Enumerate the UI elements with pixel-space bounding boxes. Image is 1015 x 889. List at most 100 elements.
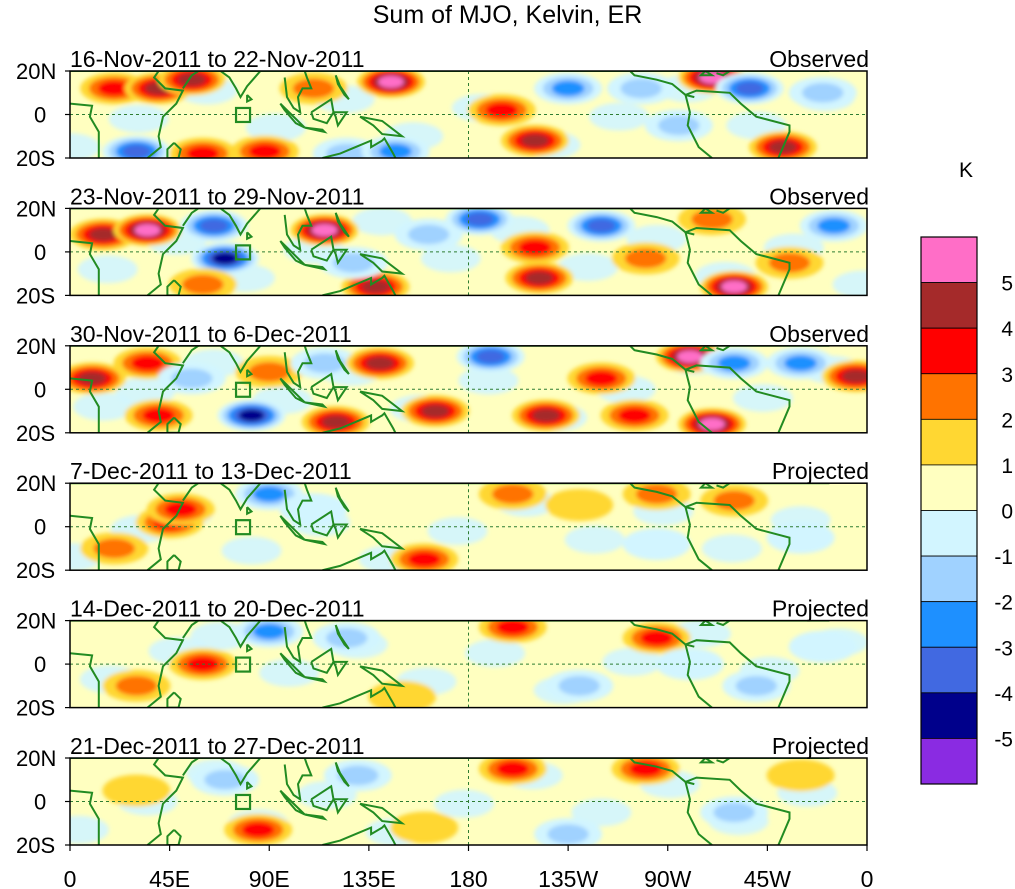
colorbar-label: -3 xyxy=(994,637,1013,660)
anomaly-contour xyxy=(311,224,338,237)
panel-status: Observed xyxy=(769,183,869,209)
panel-date-range: 7-Dec-2011 to 13-Dec-2011 xyxy=(70,458,352,484)
panel-date-range: 14-Dec-2011 to 20-Dec-2011 xyxy=(70,596,365,622)
panel-6: 20N 0 20S 21-Dec-2011 to 27-Dec-2011 Project… xyxy=(16,733,869,858)
colorbar-label: 1 xyxy=(1001,455,1013,478)
anomaly-contour xyxy=(635,484,678,504)
colorbar-units: K xyxy=(959,159,973,182)
x-tick-label: 90W xyxy=(644,866,692,889)
anomaly-contour xyxy=(721,280,747,293)
x-tick-label: 90E xyxy=(249,866,290,889)
anomaly-contour xyxy=(134,224,161,237)
anomaly-contour xyxy=(131,355,164,371)
anomaly-contour xyxy=(212,252,238,265)
anomaly-field xyxy=(70,620,867,708)
panel-status: Projected xyxy=(772,458,869,484)
anomaly-contour xyxy=(78,371,107,386)
anomaly-contour xyxy=(407,551,441,568)
anomaly-contour xyxy=(171,368,213,389)
anomaly-contour xyxy=(326,628,368,648)
anomaly-contour xyxy=(531,408,561,422)
x-tick-label: 0 xyxy=(861,866,874,889)
anomaly-contour xyxy=(177,73,206,87)
colorbar: 5 4 3 2 1 0 -1 -2 -3 -4 -5 K xyxy=(920,159,1013,785)
anomaly-contour xyxy=(620,78,662,99)
colorbar-swatch xyxy=(920,236,978,283)
anomaly-contour xyxy=(407,224,450,245)
panel-date-range: 23-Nov-2011 to 29-Nov-2011 xyxy=(70,183,365,209)
colorbar-label: 4 xyxy=(1001,318,1013,341)
colorbar-label: -2 xyxy=(994,592,1013,615)
anomaly-contour xyxy=(520,134,550,148)
y-tick-label: 20S xyxy=(16,146,55,171)
anomaly-contour xyxy=(361,280,390,294)
colorbar-label: -1 xyxy=(994,546,1013,569)
y-tick-label: 0 xyxy=(34,652,46,677)
y-tick-label: 20S xyxy=(16,558,55,583)
x-tick-label: 45W xyxy=(744,866,792,889)
anomaly-contour xyxy=(182,274,224,295)
colorbar-swatch xyxy=(920,555,978,603)
panel-2: 20N 0 20S 23-Nov-2011 to 29-Nov-2011 Observe… xyxy=(16,183,869,308)
colorbar-swatch xyxy=(920,646,978,694)
y-tick-label: 20N xyxy=(16,196,56,221)
anomaly-contour xyxy=(337,765,379,786)
anomaly-contour xyxy=(248,362,290,382)
anomaly-contour xyxy=(629,761,662,777)
y-tick-label: 0 xyxy=(34,103,46,128)
colorbar-label: 0 xyxy=(1001,501,1013,524)
y-tick-label: 20N xyxy=(16,59,56,84)
colorbar-swatch xyxy=(920,692,978,739)
panel-date-range: 30-Nov-2011 to 6-Dec-2011 xyxy=(70,321,352,347)
anomaly-contour xyxy=(93,538,135,559)
colorbar-swatch xyxy=(920,327,978,375)
y-tick-label: 0 xyxy=(34,377,46,402)
anomaly-contour xyxy=(485,102,519,118)
panels-layer: 20N 0 20S 16-Nov-2011 to 22-Nov-2011 Observe… xyxy=(16,46,869,858)
anomaly-contour xyxy=(551,80,585,97)
anomaly-field xyxy=(70,758,838,845)
colorbar-label: -4 xyxy=(994,683,1013,706)
y-tick-label: 20N xyxy=(16,609,56,634)
colorbar-label: -5 xyxy=(994,728,1013,751)
anomaly-contour xyxy=(717,355,751,371)
colorbar-label: 5 xyxy=(1001,273,1013,296)
anomaly-contour xyxy=(326,143,368,158)
anomaly-contour xyxy=(421,404,450,418)
y-tick-label: 20N xyxy=(16,746,56,771)
colorbar-swatch xyxy=(920,418,978,466)
anomaly-field xyxy=(70,483,835,571)
anomaly-contour xyxy=(241,822,275,838)
anomaly-contour xyxy=(465,212,494,226)
colorbar-label: 2 xyxy=(1001,409,1013,432)
anomaly-contour xyxy=(252,486,286,502)
colorbar-swatch xyxy=(920,601,978,648)
anomaly-contour xyxy=(204,769,246,790)
anomaly-contour xyxy=(587,219,616,233)
anomaly-contour xyxy=(496,761,530,777)
anomaly-contour xyxy=(735,81,764,95)
anomaly-contour xyxy=(186,145,220,158)
anomaly-contour xyxy=(122,144,151,158)
panel-status: Observed xyxy=(769,46,869,72)
anomaly-field xyxy=(70,71,857,158)
x-tick-label: 180 xyxy=(449,866,487,889)
anomaly-contour xyxy=(321,415,350,429)
anomaly-contour xyxy=(618,407,651,424)
panel-1: 20N 0 20S 16-Nov-2011 to 22-Nov-2011 Observe… xyxy=(16,46,869,171)
y-tick-label: 20S xyxy=(16,696,55,721)
anomaly-contour xyxy=(378,75,404,88)
anomaly-contour xyxy=(332,252,375,273)
colorbar-swatch xyxy=(920,464,978,511)
anomaly-contour xyxy=(89,227,118,242)
anomaly-contour xyxy=(766,521,835,554)
anomaly-contour xyxy=(817,218,851,234)
colorbar-swatch xyxy=(920,282,978,329)
panel-status: Observed xyxy=(769,321,869,347)
anomaly-contour xyxy=(379,143,412,158)
colorbar-label: 3 xyxy=(1001,364,1013,387)
chart-title: Sum of MJO, Kelvin, ER xyxy=(372,1,643,29)
anomaly-contour xyxy=(545,488,614,521)
anomaly-contour xyxy=(699,418,725,431)
